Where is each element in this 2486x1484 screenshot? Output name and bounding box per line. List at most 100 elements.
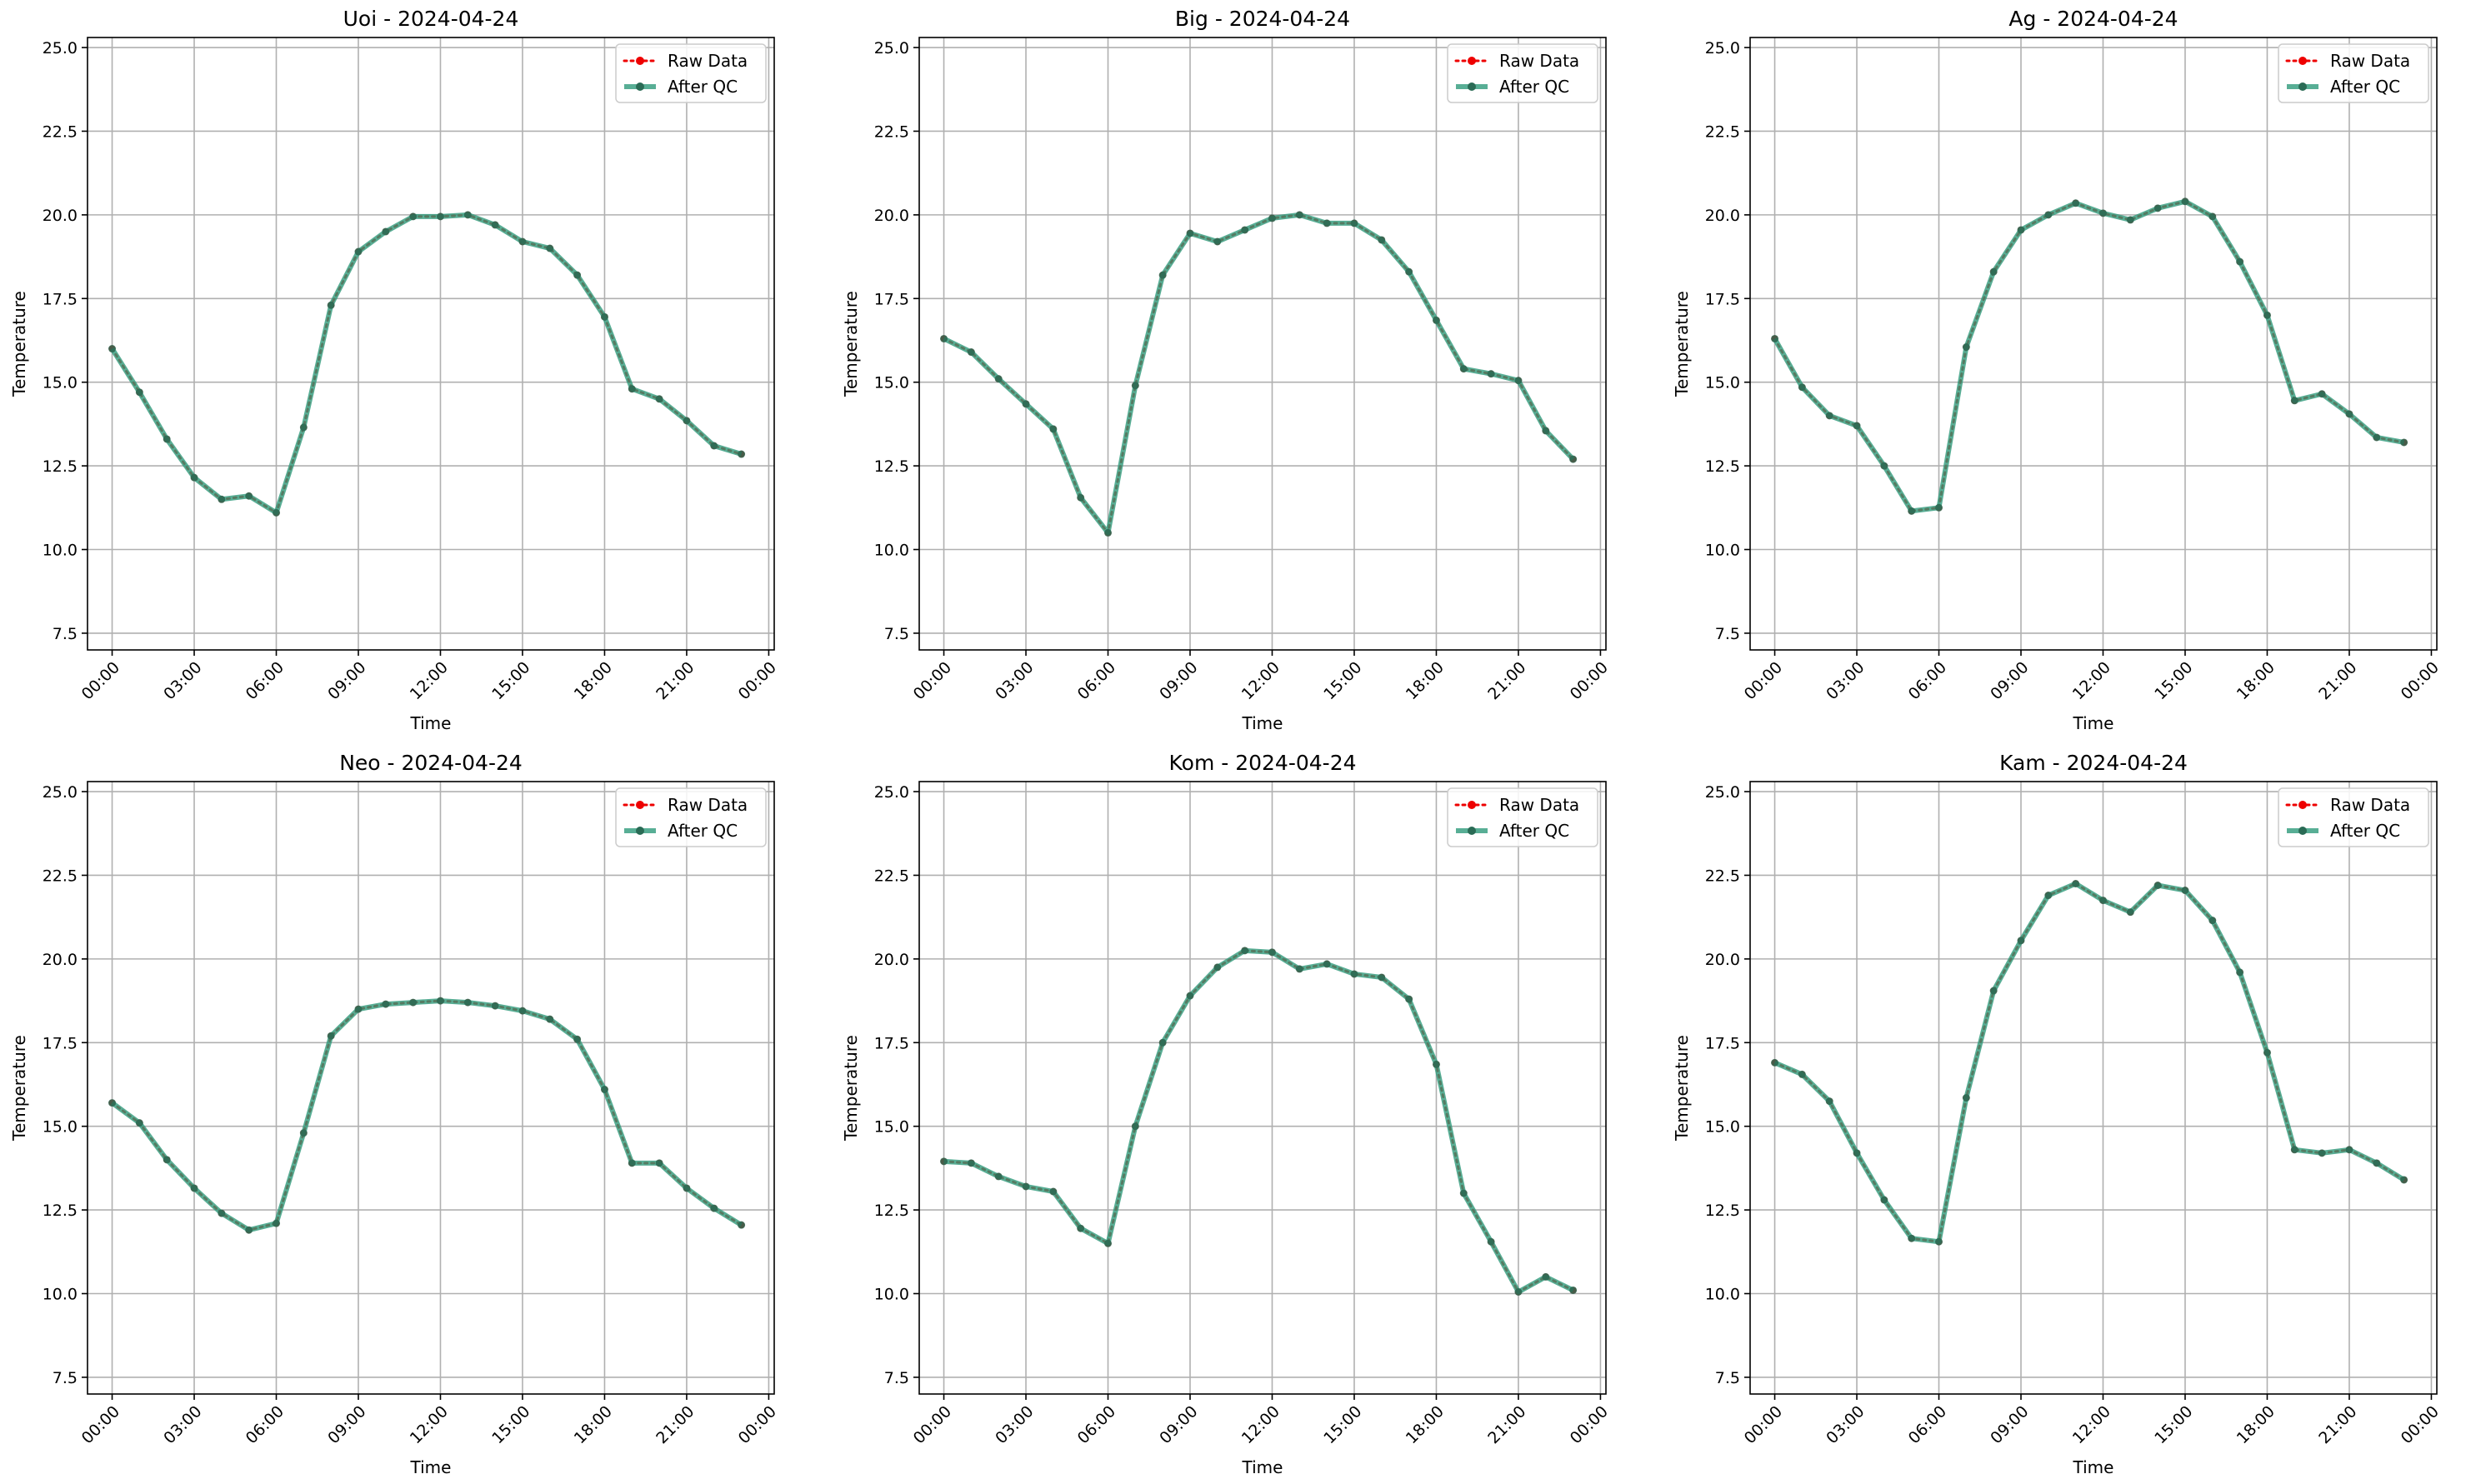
- x-tick-label: 21:00: [653, 1402, 698, 1447]
- after-qc-data-point: [546, 1015, 554, 1023]
- x-axis-label: Time: [2073, 713, 2114, 733]
- after-qc-data-point: [2181, 197, 2189, 206]
- y-tick-label: 20.0: [43, 951, 78, 969]
- series-line-after-qc: [1773, 881, 2406, 1245]
- after-qc-data-point: [2373, 1159, 2381, 1167]
- after-qc-data-point: [1213, 963, 1222, 972]
- after-qc-data-point: [2373, 433, 2381, 442]
- x-tick-label: 12:00: [407, 658, 452, 703]
- after-qc-data-point: [628, 385, 636, 393]
- after-qc-data-point: [940, 334, 948, 342]
- after-qc-data-point: [1323, 219, 1331, 227]
- x-tick-label: 06:00: [243, 1402, 288, 1447]
- x-tick-label: 00:00: [910, 1402, 955, 1447]
- after-qc-data-point: [491, 221, 499, 229]
- after-qc-data-point: [218, 1209, 226, 1217]
- after-qc-data-point: [1825, 1097, 1833, 1106]
- y-tick-label: 25.0: [874, 39, 909, 57]
- x-tick-label: 03:00: [160, 658, 205, 703]
- after-qc-data-point: [2098, 897, 2107, 905]
- y-axis-label: Temperature: [841, 1035, 861, 1142]
- series-line-after-qc: [110, 998, 743, 1233]
- after-qc-data-point: [2290, 1146, 2298, 1154]
- y-tick-label: 7.5: [53, 1369, 78, 1387]
- after-qc-data-point: [135, 388, 143, 397]
- x-tick-label: 00:00: [910, 658, 955, 703]
- x-tick-label: 00:00: [1567, 1402, 1612, 1447]
- x-tick-label: 12:00: [407, 1402, 452, 1447]
- x-tick-label: 03:00: [1823, 1402, 1868, 1447]
- after-qc-data-point: [463, 998, 472, 1007]
- x-tick-label: 15:00: [2151, 1402, 2196, 1447]
- after-qc-data-point: [683, 417, 691, 425]
- after-qc-data-point: [1077, 493, 1085, 502]
- x-tick-label: 06:00: [1905, 658, 1950, 703]
- after-qc-data-point: [1158, 1038, 1167, 1047]
- legend-marker-raw-data: [1468, 57, 1476, 65]
- legend-marker-raw-data: [636, 801, 644, 809]
- x-tick-label: 03:00: [992, 658, 1037, 703]
- chart-panel-5: Kom - 2024-04-24 7.5 10.0 12.5 15.0 17.5 20.0 2…: [841, 751, 1612, 1477]
- after-qc-data-point: [1853, 422, 1861, 430]
- y-tick-label: 17.5: [43, 1034, 78, 1052]
- legend-marker-after-qc: [2298, 827, 2307, 835]
- chart-panel-2: Big - 2024-04-24 7.5 10.0 12.5 15.0 17.5 20.0 2…: [841, 7, 1612, 733]
- after-qc-data-point: [2044, 211, 2053, 219]
- y-tick-label: 12.5: [43, 457, 78, 476]
- after-qc-data-point: [2153, 882, 2162, 890]
- legend-marker-after-qc: [1468, 82, 1476, 91]
- after-qc-data-point: [299, 423, 308, 432]
- chart-panel-3: Ag - 2024-04-24 7.5 10.0 12.5 15.0 17.5 20.0 22…: [1672, 7, 2443, 733]
- y-tick-label: 25.0: [43, 39, 78, 57]
- after-qc-data-point: [1131, 382, 1139, 390]
- legend-label-raw-data: Raw Data: [668, 51, 748, 71]
- y-tick-label: 25.0: [43, 783, 78, 802]
- after-qc-data-point: [1880, 462, 1888, 470]
- after-qc-data-point: [1962, 343, 1970, 352]
- y-tick-label: 15.0: [1705, 374, 1740, 392]
- after-qc-data-point: [1908, 507, 1916, 515]
- after-qc-data-point: [1077, 1224, 1085, 1232]
- after-qc-data-point: [1459, 365, 1468, 373]
- y-tick-label: 25.0: [1705, 39, 1740, 57]
- after-qc-data-point: [1158, 271, 1167, 279]
- legend-label-after-qc: After QC: [668, 77, 738, 97]
- after-qc-data-point: [2098, 209, 2107, 217]
- y-tick-label: 22.5: [43, 867, 78, 885]
- y-tick-label: 12.5: [874, 457, 909, 476]
- after-qc-data-point: [190, 1184, 198, 1192]
- series-line-raw-data: [111, 213, 743, 515]
- after-qc-data-point: [2126, 216, 2134, 224]
- after-qc-data-point: [546, 244, 554, 252]
- after-qc-data-point: [190, 473, 198, 482]
- after-qc-data-point: [710, 442, 718, 450]
- series-line-after-qc: [110, 212, 743, 516]
- x-tick-label: 21:00: [653, 658, 698, 703]
- x-tick-label: 15:00: [488, 1402, 533, 1447]
- after-qc-data-point: [600, 1086, 608, 1094]
- after-qc-data-point: [1542, 427, 1550, 435]
- y-tick-label: 15.0: [43, 1118, 78, 1137]
- after-qc-data-point: [1935, 503, 1943, 512]
- after-qc-data-point: [135, 1119, 143, 1127]
- legend-label-raw-data: Raw Data: [1499, 795, 1579, 815]
- after-qc-data-point: [382, 1000, 390, 1008]
- y-tick-label: 12.5: [1705, 1202, 1740, 1220]
- legend: Raw Data After QC: [615, 787, 767, 847]
- legend-label-after-qc: After QC: [668, 821, 738, 841]
- x-tick-label: 06:00: [1074, 1402, 1119, 1447]
- after-qc-data-point: [994, 1172, 1003, 1181]
- after-qc-data-point: [1049, 425, 1058, 433]
- after-qc-data-point: [1213, 237, 1222, 246]
- after-qc-data-point: [1022, 400, 1030, 408]
- y-tick-label: 25.0: [874, 783, 909, 802]
- legend-marker-after-qc: [636, 827, 644, 835]
- after-qc-data-point: [354, 247, 363, 256]
- after-qc-data-point: [1514, 1288, 1523, 1296]
- y-tick-label: 20.0: [1705, 207, 1740, 225]
- after-qc-data-point: [382, 227, 390, 236]
- x-tick-label: 12:00: [2069, 1402, 2114, 1447]
- after-qc-data-point: [2072, 880, 2080, 887]
- x-axis-label: Time: [410, 713, 452, 733]
